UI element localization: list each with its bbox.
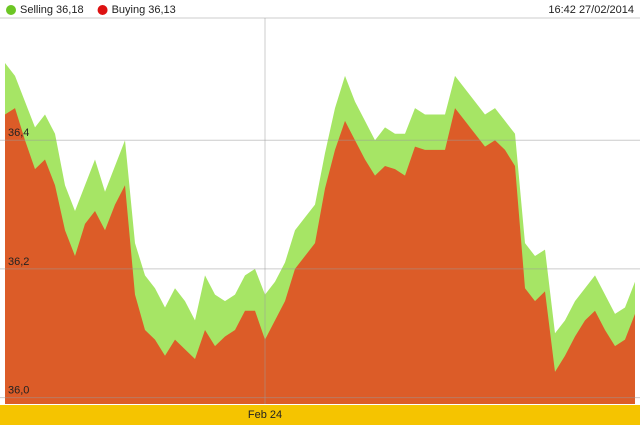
x-axis-band xyxy=(0,405,640,425)
legend-dot xyxy=(6,5,16,15)
legend-label: Buying xyxy=(112,4,146,16)
area xyxy=(5,108,635,405)
legend-value: 36,18 xyxy=(56,4,84,16)
y-tick-label: 36,4 xyxy=(8,127,29,139)
timestamp: 16:42 27/02/2014 xyxy=(548,4,634,16)
y-tick-label: 36,2 xyxy=(8,256,29,268)
legend-value: 36,13 xyxy=(148,4,176,16)
legend-label: Selling xyxy=(20,4,53,16)
x-tick-label: Feb 24 xyxy=(248,409,282,421)
legend-dot xyxy=(97,5,108,15)
y-tick-label: 36,0 xyxy=(8,384,29,396)
